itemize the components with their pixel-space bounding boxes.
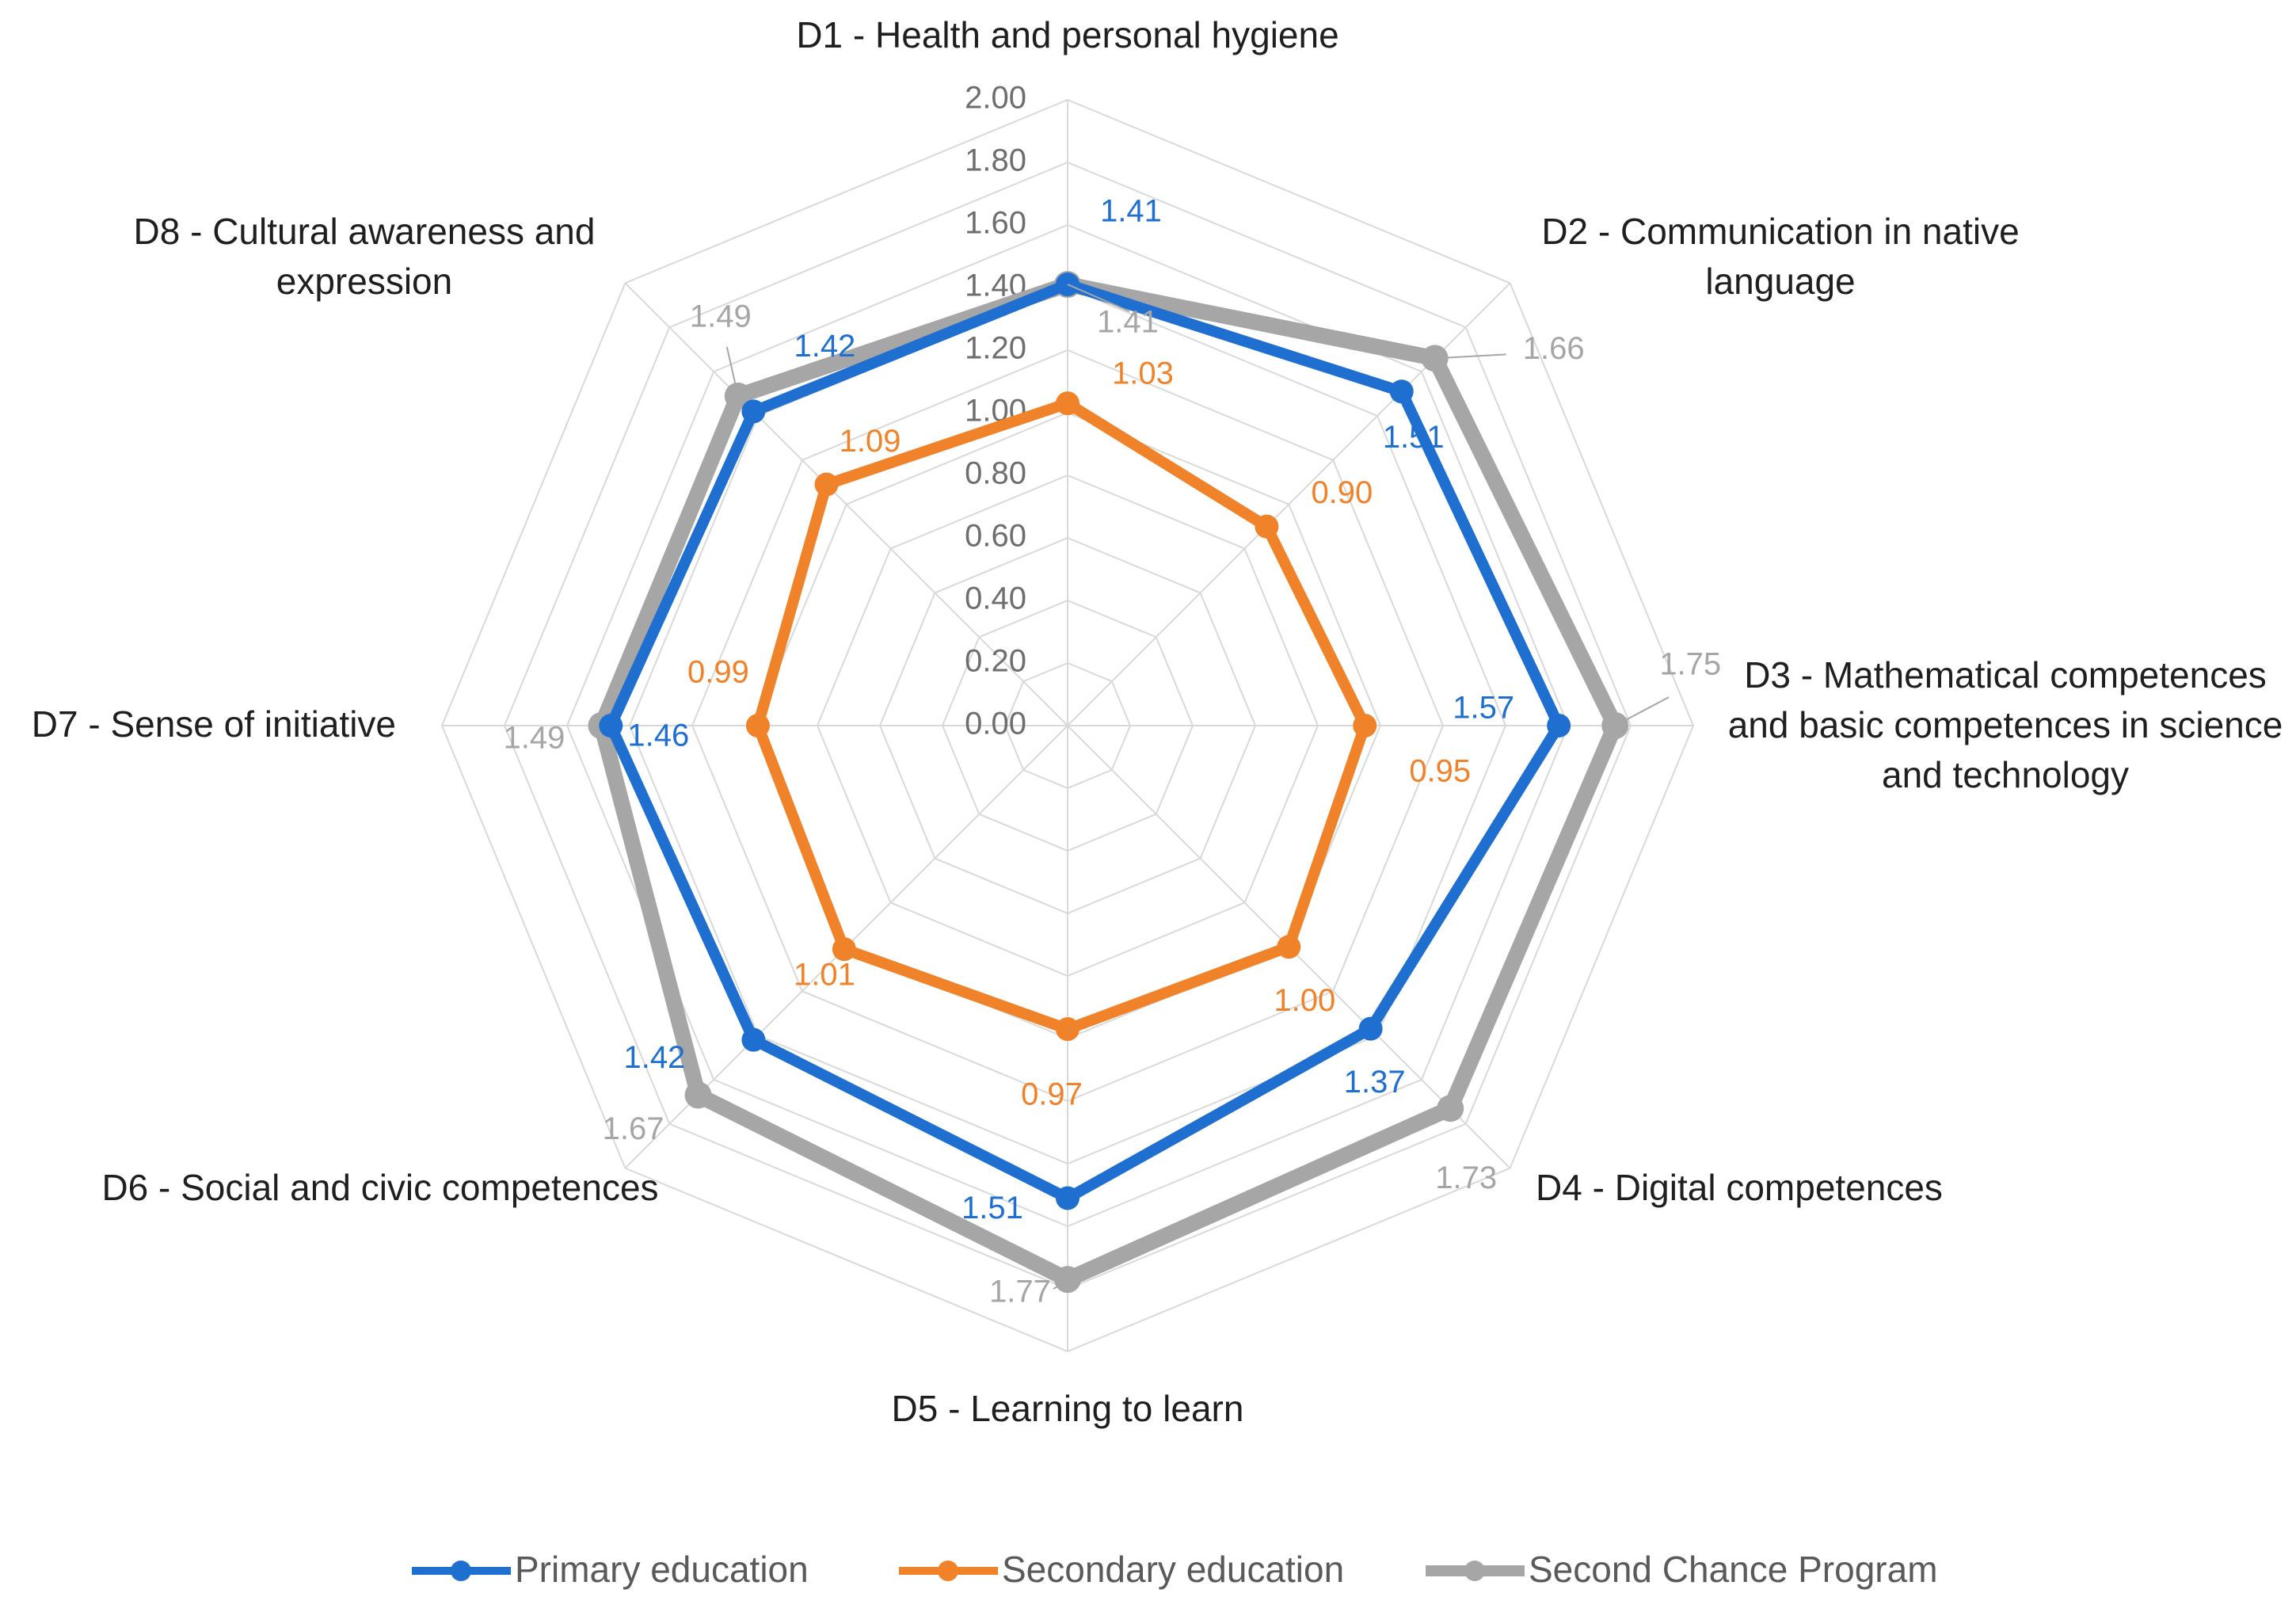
data-label: 1.49 [690, 299, 752, 333]
legend-label: Second Chance Program [1529, 1549, 1938, 1590]
series-point [741, 1027, 766, 1052]
category-label: D6 - Social and civic competences [101, 1167, 658, 1208]
legend-swatch-marker [451, 1561, 471, 1581]
data-label: 0.97 [1021, 1077, 1083, 1112]
data-label: 1.51 [961, 1191, 1023, 1225]
series-point [1056, 391, 1079, 416]
tick-label: 0.20 [965, 644, 1026, 679]
series-point [1056, 1017, 1079, 1042]
category-label: D2 - Communication in native [1541, 211, 2019, 252]
category-labels: D1 - Health and personal hygiene D2 - Com… [32, 14, 2283, 1429]
series [588, 271, 1629, 1294]
data-label: 1.73 [1435, 1161, 1497, 1195]
legend: Primary education Secondary education Seco… [412, 1549, 1938, 1590]
data-label: 1.01 [794, 958, 855, 993]
tick-label: 1.80 [965, 143, 1026, 178]
legend-label: Secondary education [1002, 1549, 1344, 1590]
tick-labels: 0.000.200.400.600.801.001.201.401.601.80… [965, 81, 1026, 741]
data-label: 1.67 [603, 1111, 664, 1146]
tick-label: 0.60 [965, 519, 1026, 554]
series-point [1547, 714, 1571, 737]
series-point [1437, 1095, 1464, 1122]
data-label: 0.99 [687, 655, 749, 690]
data-label: 1.37 [1344, 1065, 1406, 1100]
legend-swatch-marker [1464, 1561, 1485, 1581]
category-label: language [1705, 261, 1855, 302]
data-label: 1.42 [623, 1040, 685, 1075]
series-point [832, 937, 856, 962]
data-label: 1.46 [627, 718, 689, 753]
tick-label: 0.00 [965, 707, 1026, 741]
tick-label: 2.00 [965, 81, 1026, 116]
leader-line [1614, 696, 1670, 726]
legend-swatch-marker [938, 1561, 958, 1581]
data-label: 1.09 [840, 424, 901, 459]
data-label: 1.00 [1274, 983, 1335, 1018]
category-label: D3 - Mathematical competences [1744, 654, 2267, 696]
data-labels: 1.41 1.51 1.57 1.37 1.51 1.42 1.46 1.42 1.03 0.90… [504, 194, 1722, 1309]
leader-line [725, 346, 739, 397]
data-label: 1.51 [1383, 420, 1445, 455]
legend-label: Primary education [515, 1549, 809, 1590]
series-point [741, 399, 766, 424]
data-label: 1.75 [1659, 647, 1721, 682]
tick-label: 1.20 [965, 331, 1026, 366]
series-point [1358, 1016, 1383, 1041]
series-point [599, 714, 623, 737]
series-point [1056, 1186, 1079, 1210]
data-label: 0.90 [1311, 475, 1373, 510]
data-label: 1.57 [1453, 691, 1514, 726]
data-label: 1.66 [1523, 331, 1585, 366]
series-point [1277, 935, 1301, 959]
data-label: 1.41 [1100, 194, 1162, 229]
spoke-line [624, 282, 1068, 726]
category-label: and basic competences in science [1728, 704, 2283, 745]
category-label: D4 - Digital competences [1536, 1167, 1943, 1208]
series-point [684, 1081, 712, 1109]
tick-label: 1.60 [965, 206, 1026, 241]
series-line [752, 398, 1371, 1035]
data-label: 1.42 [794, 329, 855, 364]
category-label: D8 - Cultural awareness and [134, 211, 596, 252]
series-point [1389, 379, 1414, 404]
series-point [745, 714, 770, 737]
leader-line [1053, 1279, 1068, 1290]
data-label: 1.77 [989, 1275, 1051, 1309]
category-label: and technology [1882, 754, 2129, 795]
category-label: D1 - Health and personal hygiene [796, 14, 1338, 55]
category-label: expression [276, 261, 452, 302]
label-leader-lines [725, 284, 1670, 1290]
data-label: 1.49 [504, 721, 565, 756]
series-point [1353, 714, 1377, 737]
data-label: 0.95 [1409, 754, 1471, 789]
category-label: D5 - Learning to learn [892, 1388, 1244, 1429]
leader-line [1434, 353, 1506, 360]
data-label: 1.03 [1112, 356, 1174, 391]
series-point [1255, 514, 1279, 539]
leader-line [1067, 284, 1130, 312]
series-point [814, 472, 839, 497]
tick-label: 0.80 [965, 456, 1026, 491]
category-label: D7 - Sense of initiative [32, 703, 396, 745]
tick-label: 0.40 [965, 581, 1026, 616]
data-label: 1.41 [1097, 305, 1159, 340]
